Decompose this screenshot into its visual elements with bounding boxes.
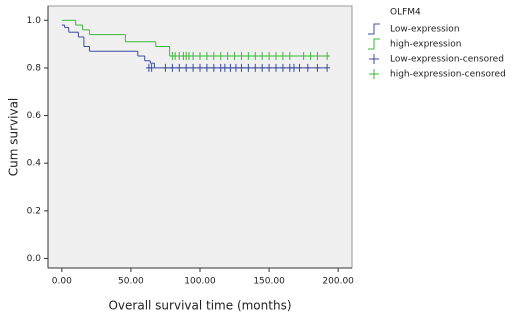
legend-symbol	[369, 69, 379, 79]
legend-label: Low-expression	[390, 25, 460, 35]
censor-mark	[169, 63, 176, 72]
censor-mark	[324, 52, 331, 61]
censor-mark	[259, 63, 266, 72]
censor-mark	[190, 52, 197, 61]
legend-label: high-expression-censored	[390, 70, 506, 80]
censor-mark	[190, 63, 197, 72]
censor-mark	[221, 63, 228, 72]
censor-mark	[324, 63, 331, 72]
censor-mark	[266, 52, 273, 61]
censor-mark	[238, 52, 245, 61]
y-axis-label: Cum survival	[7, 98, 21, 177]
legend-symbol	[369, 54, 379, 64]
censor-mark	[273, 52, 279, 61]
censor-mark	[162, 63, 169, 72]
censor-mark	[210, 52, 217, 61]
censor-mark	[183, 63, 190, 72]
censor-mark	[231, 52, 238, 61]
censor-mark	[148, 63, 155, 72]
censor-mark	[252, 63, 259, 72]
x-tick-label: 200.00	[322, 277, 354, 287]
censor-mark	[286, 52, 293, 61]
censor-mark	[227, 63, 234, 72]
censor-mark	[314, 63, 321, 72]
censor-mark	[266, 63, 273, 72]
censor-mark	[176, 63, 183, 72]
censor-mark	[304, 63, 311, 72]
x-axis-label: Overall survival time (months)	[108, 299, 291, 313]
censor-mark	[245, 52, 252, 61]
censor-mark	[273, 63, 279, 72]
x-tick-label: 0.00	[52, 277, 72, 287]
x-tick-label: 50.00	[118, 277, 144, 287]
censor-mark	[217, 52, 224, 61]
legend-label: Low-expression-censored	[390, 55, 504, 65]
censor-mark	[245, 63, 252, 72]
x-tick-label: 150.00	[253, 277, 285, 287]
censor-mark	[210, 63, 217, 72]
censor-mark	[300, 52, 307, 61]
y-tick-label: 0.0	[27, 254, 42, 264]
x-tick-label: 100.00	[184, 277, 216, 287]
legend-symbol	[368, 23, 380, 35]
censor-mark	[290, 63, 297, 72]
censor-mark	[279, 52, 286, 61]
legend-symbol	[368, 38, 380, 50]
censor-mark	[203, 63, 210, 72]
censor-mark	[296, 63, 303, 72]
legend-title: OLFM4	[390, 8, 421, 18]
y-tick-label: 0.4	[27, 159, 42, 169]
censor-mark	[197, 63, 203, 72]
censor-mark	[238, 63, 245, 72]
y-tick-label: 0.6	[27, 111, 42, 121]
plot-area	[47, 5, 353, 269]
y-tick-label: 0.2	[27, 206, 41, 216]
censor-mark	[203, 52, 210, 61]
censor-mark	[197, 52, 203, 61]
censor-mark	[252, 52, 259, 61]
y-tick-label: 0.8	[27, 63, 42, 73]
censor-mark	[279, 63, 286, 72]
censor-mark	[232, 63, 239, 72]
censor-mark	[224, 52, 231, 61]
y-tick-label: 1.0	[27, 16, 42, 26]
censor-mark	[259, 52, 266, 61]
legend-label: high-expression	[390, 40, 461, 50]
censor-mark	[314, 52, 321, 61]
censor-mark	[307, 52, 314, 61]
